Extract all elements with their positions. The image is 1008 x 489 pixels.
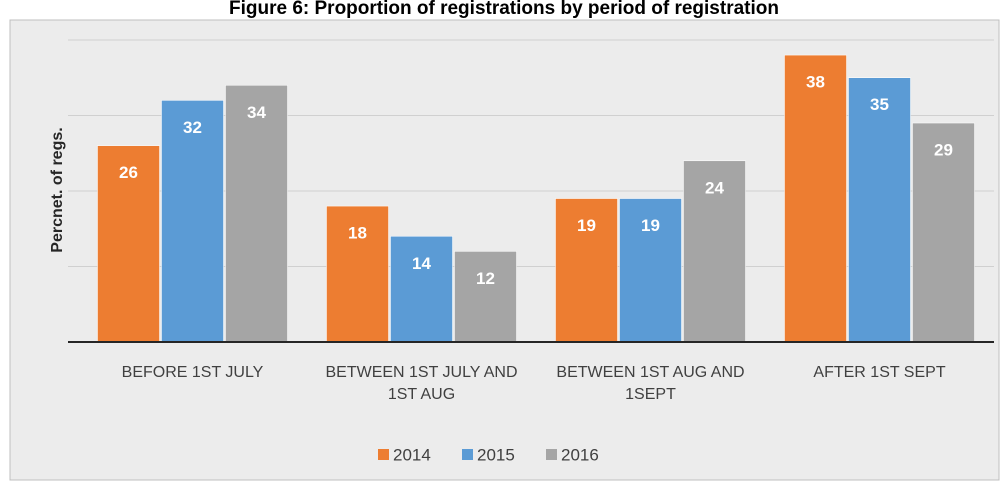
data-label: 14	[412, 254, 431, 273]
bar	[326, 205, 389, 343]
legend-swatch	[546, 449, 557, 460]
bar	[848, 77, 911, 343]
x-tick-label: BEFORE 1ST JULY	[121, 364, 264, 381]
y-axis-label: Percnet. of regs.	[49, 127, 66, 252]
data-label: 19	[641, 216, 660, 235]
legend-label: 2015	[477, 445, 515, 464]
bar	[784, 54, 847, 343]
data-label: 35	[870, 95, 889, 114]
data-label: 38	[806, 73, 825, 92]
data-label: 26	[119, 163, 138, 182]
legend-swatch	[462, 449, 473, 460]
data-label: 12	[476, 269, 495, 288]
bar	[683, 160, 746, 343]
bar	[555, 198, 618, 343]
bar	[912, 122, 975, 343]
data-label: 32	[183, 118, 202, 137]
bar	[225, 85, 288, 343]
legend-label: 2014	[393, 445, 431, 464]
x-tick-label: BETWEEN 1ST JULY AND 1ST AUG	[325, 364, 518, 403]
data-label: 34	[247, 103, 266, 122]
legend-label: 2016	[561, 445, 599, 464]
bar	[161, 100, 224, 343]
data-label: 19	[577, 216, 596, 235]
x-tick-label: AFTER 1ST SEPT	[813, 364, 946, 381]
bar	[619, 198, 682, 343]
data-label: 18	[348, 224, 367, 243]
data-label: 29	[934, 141, 953, 160]
legend-swatch	[378, 449, 389, 460]
chart-title: Figure 6: Proportion of registrations by…	[229, 0, 779, 19]
bar	[97, 145, 160, 343]
bar	[454, 251, 517, 343]
bar	[390, 236, 453, 343]
data-label: 24	[705, 178, 724, 197]
x-tick-label: BETWEEN 1ST AUG AND 1SEPT	[556, 364, 745, 403]
